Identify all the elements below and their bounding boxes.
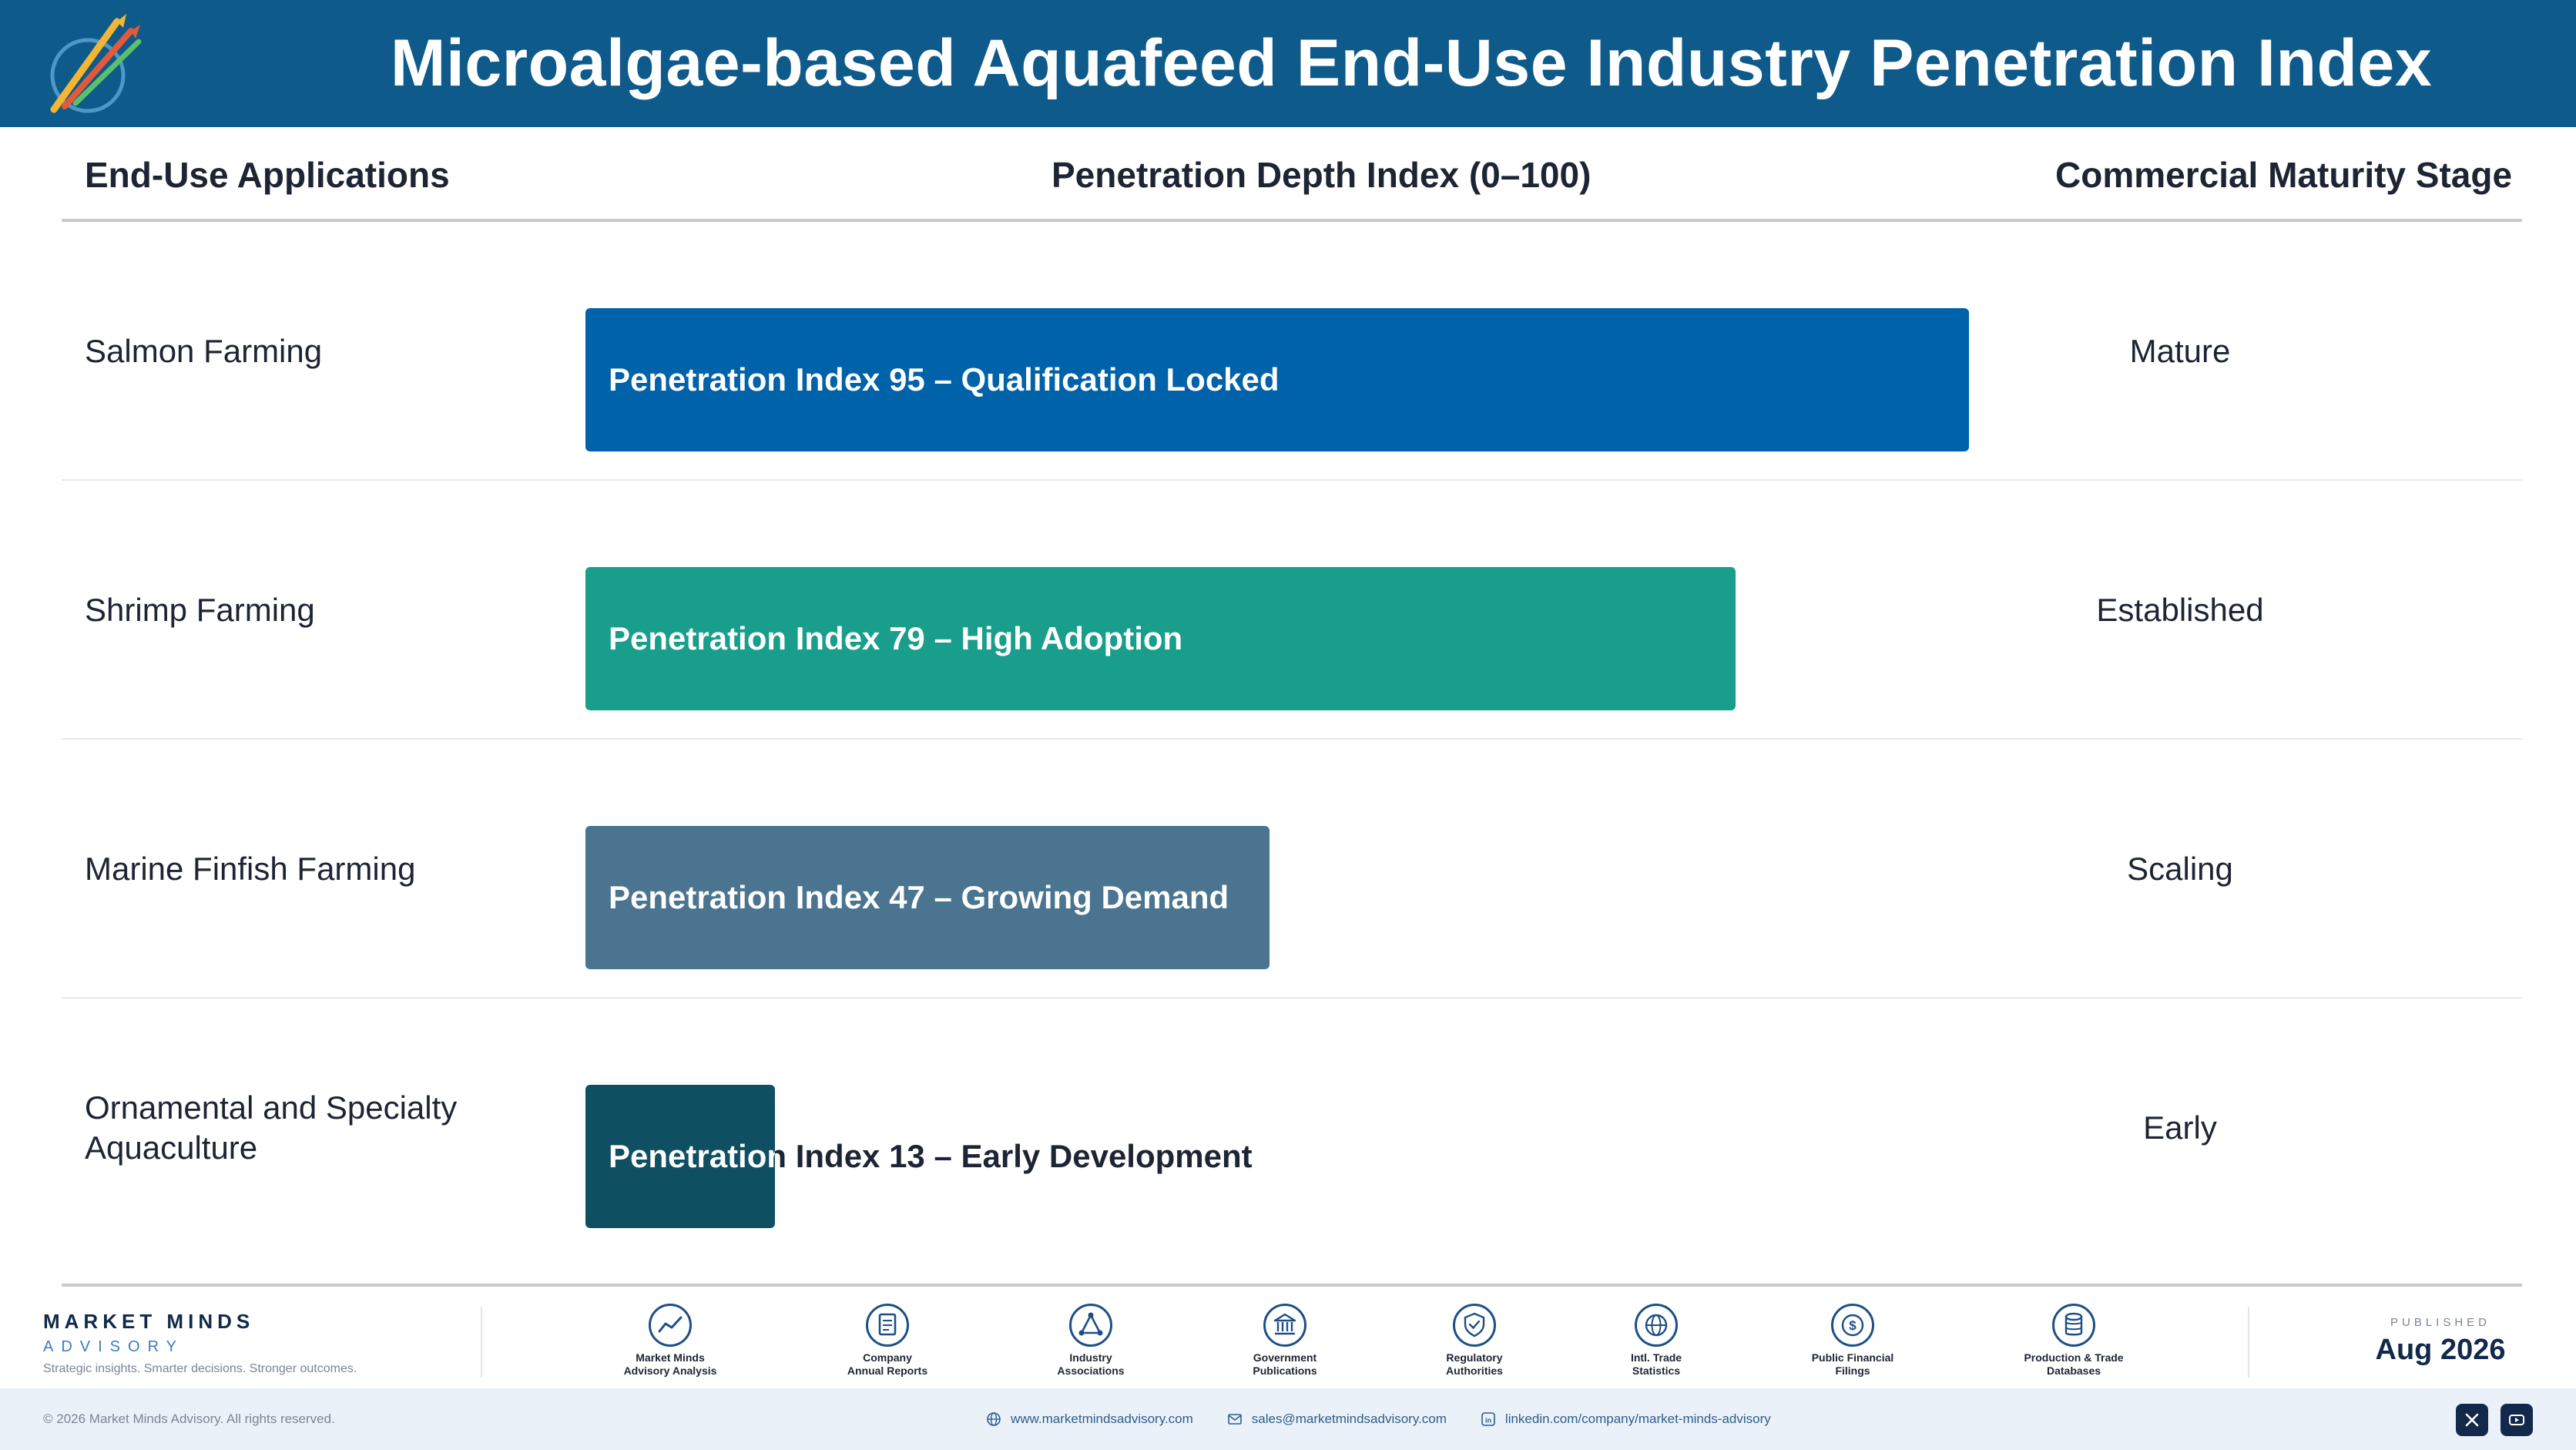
source-label: Regulatory Authorities — [1446, 1351, 1503, 1377]
source-label: Industry Associations — [1057, 1351, 1125, 1377]
play-icon — [2509, 1415, 2524, 1425]
copyright: © 2026 Market Minds Advisory. All rights… — [43, 1411, 335, 1426]
row-divider — [62, 997, 2522, 999]
contact-links: www.marketmindsadvisory.com sales@market… — [986, 1388, 1771, 1450]
source-label: Intl. Trade Statistics — [1630, 1351, 1682, 1377]
linkedin-text: linkedin.com/company/market-minds-adviso… — [1504, 1411, 1771, 1426]
document-icon — [866, 1304, 909, 1347]
bar-value-label: Penetration Index 79 – High Adoption — [609, 567, 1182, 710]
brand-name: MARKET MINDS — [43, 1310, 255, 1333]
source-item: Market Minds Advisory Analysis — [585, 1304, 755, 1378]
bar — [585, 826, 1270, 969]
category-label: Marine Finfish Farming — [85, 851, 416, 887]
chart-line-icon — [649, 1304, 692, 1347]
bar-value-label: Penetration Index 13 – Early Development — [609, 1085, 1253, 1228]
sources-list: Market Minds Advisory Analysis Company An… — [555, 1304, 2188, 1381]
maturity-stage-label: Early — [2143, 1109, 2217, 1146]
chart-row: Marine Finfish Farming Penetration Index … — [62, 740, 2522, 999]
linkedin-link[interactable]: in linkedin.com/company/market-minds-adv… — [1481, 1411, 1771, 1427]
column-header-stage: Commercial Maturity Stage — [2055, 155, 2513, 195]
row-divider — [62, 479, 2522, 481]
maturity-stage-label: Mature — [2129, 333, 2231, 369]
chart-row: Salmon Farming Penetration Index 95 – Qua… — [62, 222, 2522, 481]
title-bar: Microalgae-based Aquafeed End-Use Indust… — [0, 0, 2576, 127]
linkedin-icon: in — [1481, 1412, 1495, 1426]
source-item: Government Publications — [1200, 1304, 1370, 1378]
globe-icon — [1635, 1304, 1678, 1347]
website-link[interactable]: www.marketmindsadvisory.com — [986, 1411, 1193, 1427]
brand-block: MARKET MINDS ADVISORY Strategic insights… — [43, 1310, 357, 1376]
source-label: Public Financial Filings — [1811, 1351, 1894, 1377]
email-text: sales@marketmindsadvisory.com — [1251, 1411, 1447, 1426]
source-label: Market Minds Advisory Analysis — [623, 1351, 717, 1377]
source-item: Production & Trade Databases — [1989, 1304, 2158, 1378]
bar-value-label: Penetration Index 47 – Growing Demand — [609, 826, 1229, 969]
svg-text:$: $ — [1849, 1318, 1857, 1333]
published-block: PUBLISHED Aug 2026 — [2348, 1316, 2533, 1367]
dollar-coin-icon: $ — [1831, 1304, 1874, 1347]
footer-divider — [2248, 1307, 2249, 1378]
svg-text:in: in — [1485, 1417, 1491, 1425]
globe-icon — [987, 1412, 1001, 1426]
email-link[interactable]: sales@marketmindsadvisory.com — [1227, 1411, 1447, 1427]
database-icon — [2052, 1304, 2095, 1347]
source-item: Regulatory Authorities — [1390, 1304, 1559, 1378]
footer: MARKET MINDS ADVISORY Strategic insights… — [0, 1294, 2576, 1388]
brand-tagline: Strategic insights. Smarter decisions. S… — [43, 1362, 357, 1375]
category-label: Shrimp Farming — [85, 592, 315, 628]
website-text: www.marketmindsadvisory.com — [1011, 1411, 1193, 1426]
maturity-stage-label: Scaling — [2127, 851, 2233, 887]
footer-divider — [481, 1307, 482, 1378]
row-divider — [62, 738, 2522, 740]
x-social-button[interactable] — [2456, 1404, 2488, 1436]
chart-bottom-divider — [62, 1284, 2522, 1287]
bar — [585, 1085, 775, 1228]
category-label: Salmon Farming — [85, 333, 323, 369]
chart-row: Ornamental and Specialty Aquaculture Pene… — [62, 999, 2522, 1257]
network-icon — [1069, 1304, 1112, 1347]
market-minds-logo-icon — [50, 14, 142, 113]
published-label: PUBLISHED — [2390, 1316, 2491, 1329]
source-label: Government Publications — [1253, 1351, 1317, 1377]
page-title: Microalgae-based Aquafeed End-Use Indust… — [390, 26, 2433, 100]
shield-check-icon — [1453, 1304, 1496, 1347]
source-item: Company Annual Reports — [803, 1304, 972, 1378]
penetration-bar-chart: Salmon Farming Penetration Index 95 – Qua… — [62, 222, 2522, 1285]
bar — [585, 567, 1736, 710]
bar-value-label: Penetration Index 95 – Qualification Loc… — [609, 308, 1280, 451]
column-header-index: Penetration Depth Index (0–100) — [1052, 155, 1592, 195]
youtube-social-button[interactable] — [2501, 1404, 2533, 1436]
source-label: Production & Trade Databases — [2024, 1351, 2124, 1377]
sub-footer: © 2026 Market Minds Advisory. All rights… — [0, 1388, 2576, 1450]
bar — [585, 308, 1969, 451]
category-label: Ornamental and Specialty Aquaculture — [85, 1089, 458, 1166]
source-item: Industry Associations — [1006, 1304, 1176, 1378]
brand-subtitle: ADVISORY — [43, 1338, 184, 1355]
published-date: Aug 2026 — [2375, 1334, 2506, 1366]
maturity-stage-label: Established — [2096, 592, 2264, 628]
x-logo-icon — [2465, 1413, 2479, 1427]
chart-row: Shrimp Farming Penetration Index 79 – Hig… — [62, 481, 2522, 740]
government-building-icon — [1263, 1304, 1306, 1347]
source-item: $ Public Financial Filings — [1768, 1304, 1937, 1378]
source-label: Company Annual Reports — [847, 1351, 928, 1377]
column-header-applications: End-Use Applications — [85, 155, 450, 195]
source-item: Intl. Trade Statistics — [1571, 1304, 1741, 1378]
header-divider — [62, 219, 2522, 222]
mail-icon — [1227, 1414, 1242, 1425]
social-buttons — [2456, 1404, 2533, 1436]
